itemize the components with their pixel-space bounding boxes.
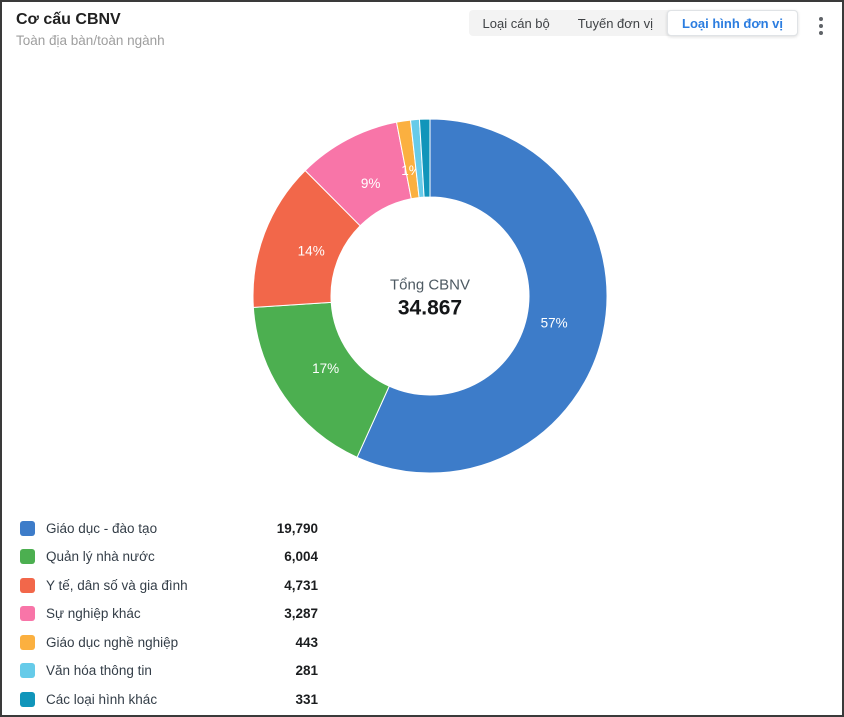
legend-item-y-te-dan-so-va-gia-dinh[interactable]: Y tế, dân số và gia đình 4,731: [20, 571, 318, 600]
legend-swatch-icon: [20, 663, 35, 679]
slice-percent-label: 17%: [312, 361, 339, 376]
chart-mode-tabs: Loại cán bộ Tuyến đơn vị Loại hình đơn vị: [468, 10, 798, 36]
legend-label: Giáo dục nghề nghiệp: [46, 634, 179, 650]
kebab-dot: [819, 17, 823, 21]
legend-item-giao-duc-nghe-nghiep[interactable]: Giáo dục nghề nghiệp 443: [20, 628, 318, 657]
tab-tuyen-don-vi[interactable]: Tuyến đơn vị: [564, 10, 667, 36]
legend-label: Y tế, dân số và gia đình: [46, 577, 188, 593]
legend-label: Giáo dục - đào tạo: [46, 520, 158, 536]
legend-label: Văn hóa thông tin: [46, 663, 152, 679]
legend-label: Các loại hình khác: [46, 691, 158, 707]
legend-swatch-icon: [20, 549, 35, 565]
kebab-menu-icon[interactable]: [812, 14, 830, 38]
slice-percent-label: 9%: [361, 176, 381, 191]
slice-percent-label: 57%: [541, 315, 568, 330]
card-subtitle: Toàn địa bàn/toàn ngành: [16, 33, 165, 48]
donut-center-value: 34.867: [398, 297, 462, 320]
legend-label: Quản lý nhà nước: [46, 549, 155, 565]
legend-value: 6,004: [284, 549, 318, 565]
legend-swatch-icon: [20, 520, 35, 536]
pie-slice-giao-duc-dao-tao[interactable]: [356, 118, 608, 474]
legend-item-giao-duc-dao-tao[interactable]: Giáo dục - đào tạo 19,790: [20, 514, 318, 543]
legend-swatch-icon: [20, 577, 35, 593]
slice-percent-label: 14%: [298, 244, 325, 259]
pie-slice-cac-loai-hinh-khac[interactable]: [418, 118, 431, 198]
legend-value: 443: [295, 634, 318, 650]
legend-item-quan-ly-nha-nuoc[interactable]: Quản lý nhà nước 6,004: [20, 543, 318, 572]
legend-item-cac-loai-hinh-khac[interactable]: Các loại hình khác 331: [20, 685, 318, 714]
pie-slice-quan-ly-nha-nuoc[interactable]: [252, 301, 390, 458]
legend-item-van-hoa-thong-tin[interactable]: Văn hóa thông tin 281: [20, 657, 318, 686]
legend-value: 331: [295, 691, 318, 707]
legend-swatch-icon: [20, 606, 35, 622]
tab-loai-can-bo[interactable]: Loại cán bộ: [469, 10, 564, 36]
legend-swatch-icon: [20, 691, 35, 707]
legend-label: Sự nghiệp khác: [46, 606, 141, 622]
tab-loai-hinh-don-vi[interactable]: Loại hình đơn vị: [667, 10, 798, 36]
kebab-dot: [819, 31, 823, 35]
donut-center-label: Tổng CBNV: [390, 277, 470, 294]
legend-item-su-nghiep-khac[interactable]: Sự nghiệp khác 3,287: [20, 600, 318, 629]
legend-swatch-icon: [20, 634, 35, 650]
kebab-dot: [819, 24, 823, 28]
legend-value: 281: [295, 663, 318, 679]
chart-legend: Giáo dục - đào tạo 19,790 Quản lý nhà nước…: [20, 514, 318, 714]
legend-value: 3,287: [284, 606, 318, 622]
card-title: Cơ cấu CBNV: [16, 11, 121, 28]
legend-value: 19,790: [276, 520, 318, 536]
legend-value: 4,731: [284, 577, 318, 593]
